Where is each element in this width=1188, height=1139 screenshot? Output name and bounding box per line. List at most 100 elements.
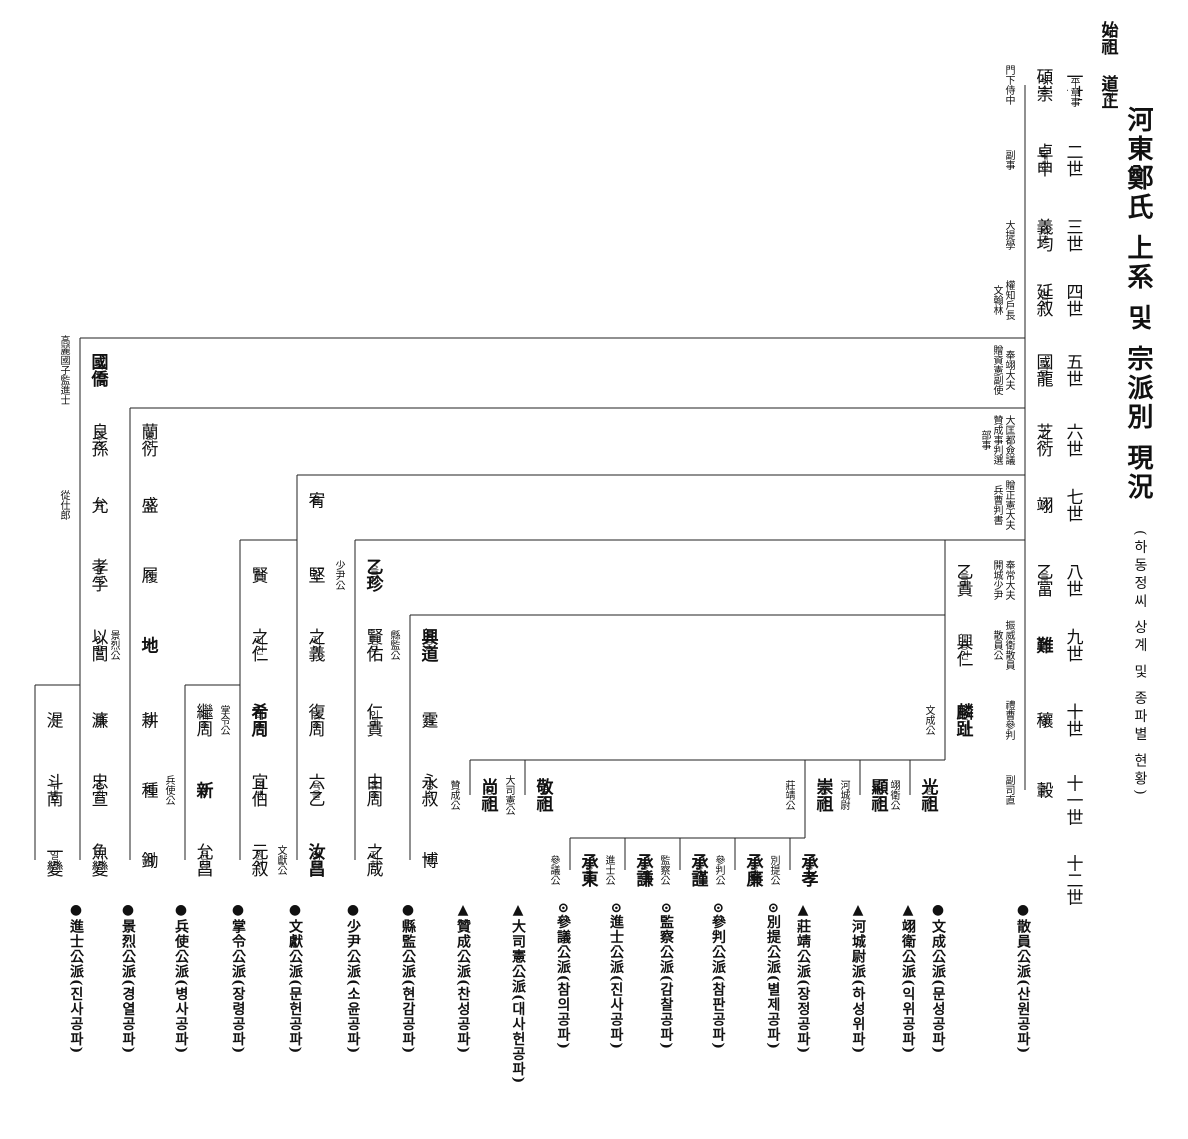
name-reading: 어변 xyxy=(92,850,103,870)
name-reading: 충선 xyxy=(92,780,103,800)
person-title: 參判公 xyxy=(713,855,724,885)
name-reading: 승효 xyxy=(802,860,813,880)
person-title: 贈資憲副使 xyxy=(991,345,1002,395)
person-title: 別提公 xyxy=(768,855,779,885)
person-name: 道正 xyxy=(1097,73,1118,111)
name-reading: 경조 xyxy=(537,785,548,805)
branch-name: 文成公派 xyxy=(930,919,946,979)
branch-label: ▲翊衛公派(익위공파) xyxy=(900,902,916,1055)
name-reading: 상조 xyxy=(482,785,493,805)
branch-name: 進士公派 xyxy=(68,919,84,979)
branch-reading: (소윤공파) xyxy=(345,979,361,1055)
generation-label: 三世 xyxy=(1062,218,1083,252)
generation-label: 五世 xyxy=(1062,353,1083,387)
person-title: 贈正憲大夫 xyxy=(1003,480,1014,530)
person-title: 門下侍中 xyxy=(1003,65,1014,105)
branch-reading: (경열공파) xyxy=(120,979,136,1055)
branch-marker: ● xyxy=(120,902,136,919)
branch-label: ●文獻公派(문헌공파) xyxy=(287,902,303,1055)
person-name: 麟趾 xyxy=(952,701,973,739)
name-reading: 지인 xyxy=(252,635,263,655)
branch-name: 別提公派 xyxy=(765,914,781,975)
name-reading: 곡 xyxy=(1037,785,1048,795)
name-reading: 종 xyxy=(142,785,153,795)
person-name: 魚變 xyxy=(87,841,108,879)
name-reading: 이 xyxy=(142,570,153,580)
generation-label: 九世 xyxy=(1062,628,1083,662)
branch-label: ●文成公派(문성공파) xyxy=(930,902,946,1054)
person-title: 河城尉 xyxy=(838,780,849,810)
name-reading: 을진 xyxy=(367,565,378,585)
generation-label: 四世 xyxy=(1062,283,1083,317)
name-reading: 의균 xyxy=(1037,225,1048,245)
person-name: 耕 xyxy=(137,709,158,731)
branch-reading: (진사공파) xyxy=(68,979,84,1055)
name-reading: 석숭 xyxy=(1037,75,1048,95)
person-name: 希周 xyxy=(247,701,268,739)
person-title: 大提學 xyxy=(1003,220,1014,250)
name-reading: 지의 xyxy=(309,635,320,655)
person-name: 轂 xyxy=(1032,779,1053,801)
person-title: 贊成事判選 xyxy=(991,415,1002,465)
person-name: 履 xyxy=(137,564,158,586)
name-reading: 박 xyxy=(422,855,433,865)
branch-name: 莊靖公派 xyxy=(795,919,811,979)
branch-marker: ⊙ xyxy=(555,902,571,915)
name-reading: 국교 xyxy=(92,360,103,380)
person-name: 光祖 xyxy=(917,776,938,814)
person-name: 之咸 xyxy=(362,841,383,879)
name-reading: 현우 xyxy=(367,635,378,655)
name-reading: 난 xyxy=(1037,640,1048,650)
person-title: 部事 xyxy=(979,430,990,450)
person-name: 義均 xyxy=(1032,216,1053,254)
person-name: 顯祖 xyxy=(867,776,888,814)
person-name: 之仁 xyxy=(247,626,268,664)
branch-marker: ● xyxy=(230,902,246,919)
name-reading: 유주 xyxy=(367,780,378,800)
person-title: 翊衛公 xyxy=(888,780,899,810)
person-title: 禮曹參判 xyxy=(1003,700,1014,740)
name-reading: 신 xyxy=(197,785,208,795)
branch-marker: ▲ xyxy=(900,902,916,919)
name-reading: 지함 xyxy=(367,850,378,870)
name-reading: 승조 xyxy=(817,785,828,805)
person-name: 蘭衍 xyxy=(137,421,158,459)
name-reading: 성 xyxy=(142,500,153,510)
person-name: 湜 xyxy=(42,709,63,731)
branch-reading: (하성위파) xyxy=(850,979,866,1055)
branch-label: ●掌令公派(장령공파) xyxy=(230,902,246,1054)
person-name: 博 xyxy=(417,849,438,871)
person-title: 副事 xyxy=(1003,150,1014,170)
person-name: 新 xyxy=(192,779,213,801)
person-name: 國僑 xyxy=(87,351,108,389)
person-title: 大司憲公 xyxy=(503,775,514,815)
person-name: 忠宣 xyxy=(87,771,108,809)
name-reading: 복주 xyxy=(309,710,320,730)
person-title: 文翰林 xyxy=(991,285,1002,315)
person-name: 翊 xyxy=(1032,494,1053,516)
branch-label: ⊙別提公派(별제공파) xyxy=(765,902,781,1050)
name-reading: 인귀 xyxy=(367,710,378,730)
name-reading: 인지 xyxy=(957,710,968,730)
name-reading: 승동 xyxy=(582,860,593,880)
person-name: 繼周 xyxy=(192,701,213,739)
generation-label: 六世 xyxy=(1062,423,1083,457)
branch-marker: ▲ xyxy=(455,902,471,919)
person-title: 振威衛散員 xyxy=(1003,620,1014,670)
branch-reading: (장정공파) xyxy=(795,979,811,1055)
person-name: 乙富 xyxy=(1032,561,1053,599)
generation-label: 十二世 xyxy=(1062,854,1083,906)
branch-label: ●少尹公派(소윤공파) xyxy=(345,902,361,1055)
person-title: 景烈公 xyxy=(108,630,119,660)
branch-marker: ● xyxy=(68,902,84,919)
person-title: 奉翊大夫 xyxy=(1003,350,1014,390)
generation-label: 七世 xyxy=(1062,488,1083,522)
person-name: 賢佑 xyxy=(362,626,383,664)
person-title: 進士公 xyxy=(603,855,614,885)
branch-name: 河城尉派 xyxy=(850,919,866,979)
branch-reading: (문헌공파) xyxy=(287,979,303,1055)
person-name: 興道 xyxy=(417,626,438,664)
branch-reading: (익위공파) xyxy=(900,979,916,1055)
branch-name: 進士公派 xyxy=(608,914,624,975)
